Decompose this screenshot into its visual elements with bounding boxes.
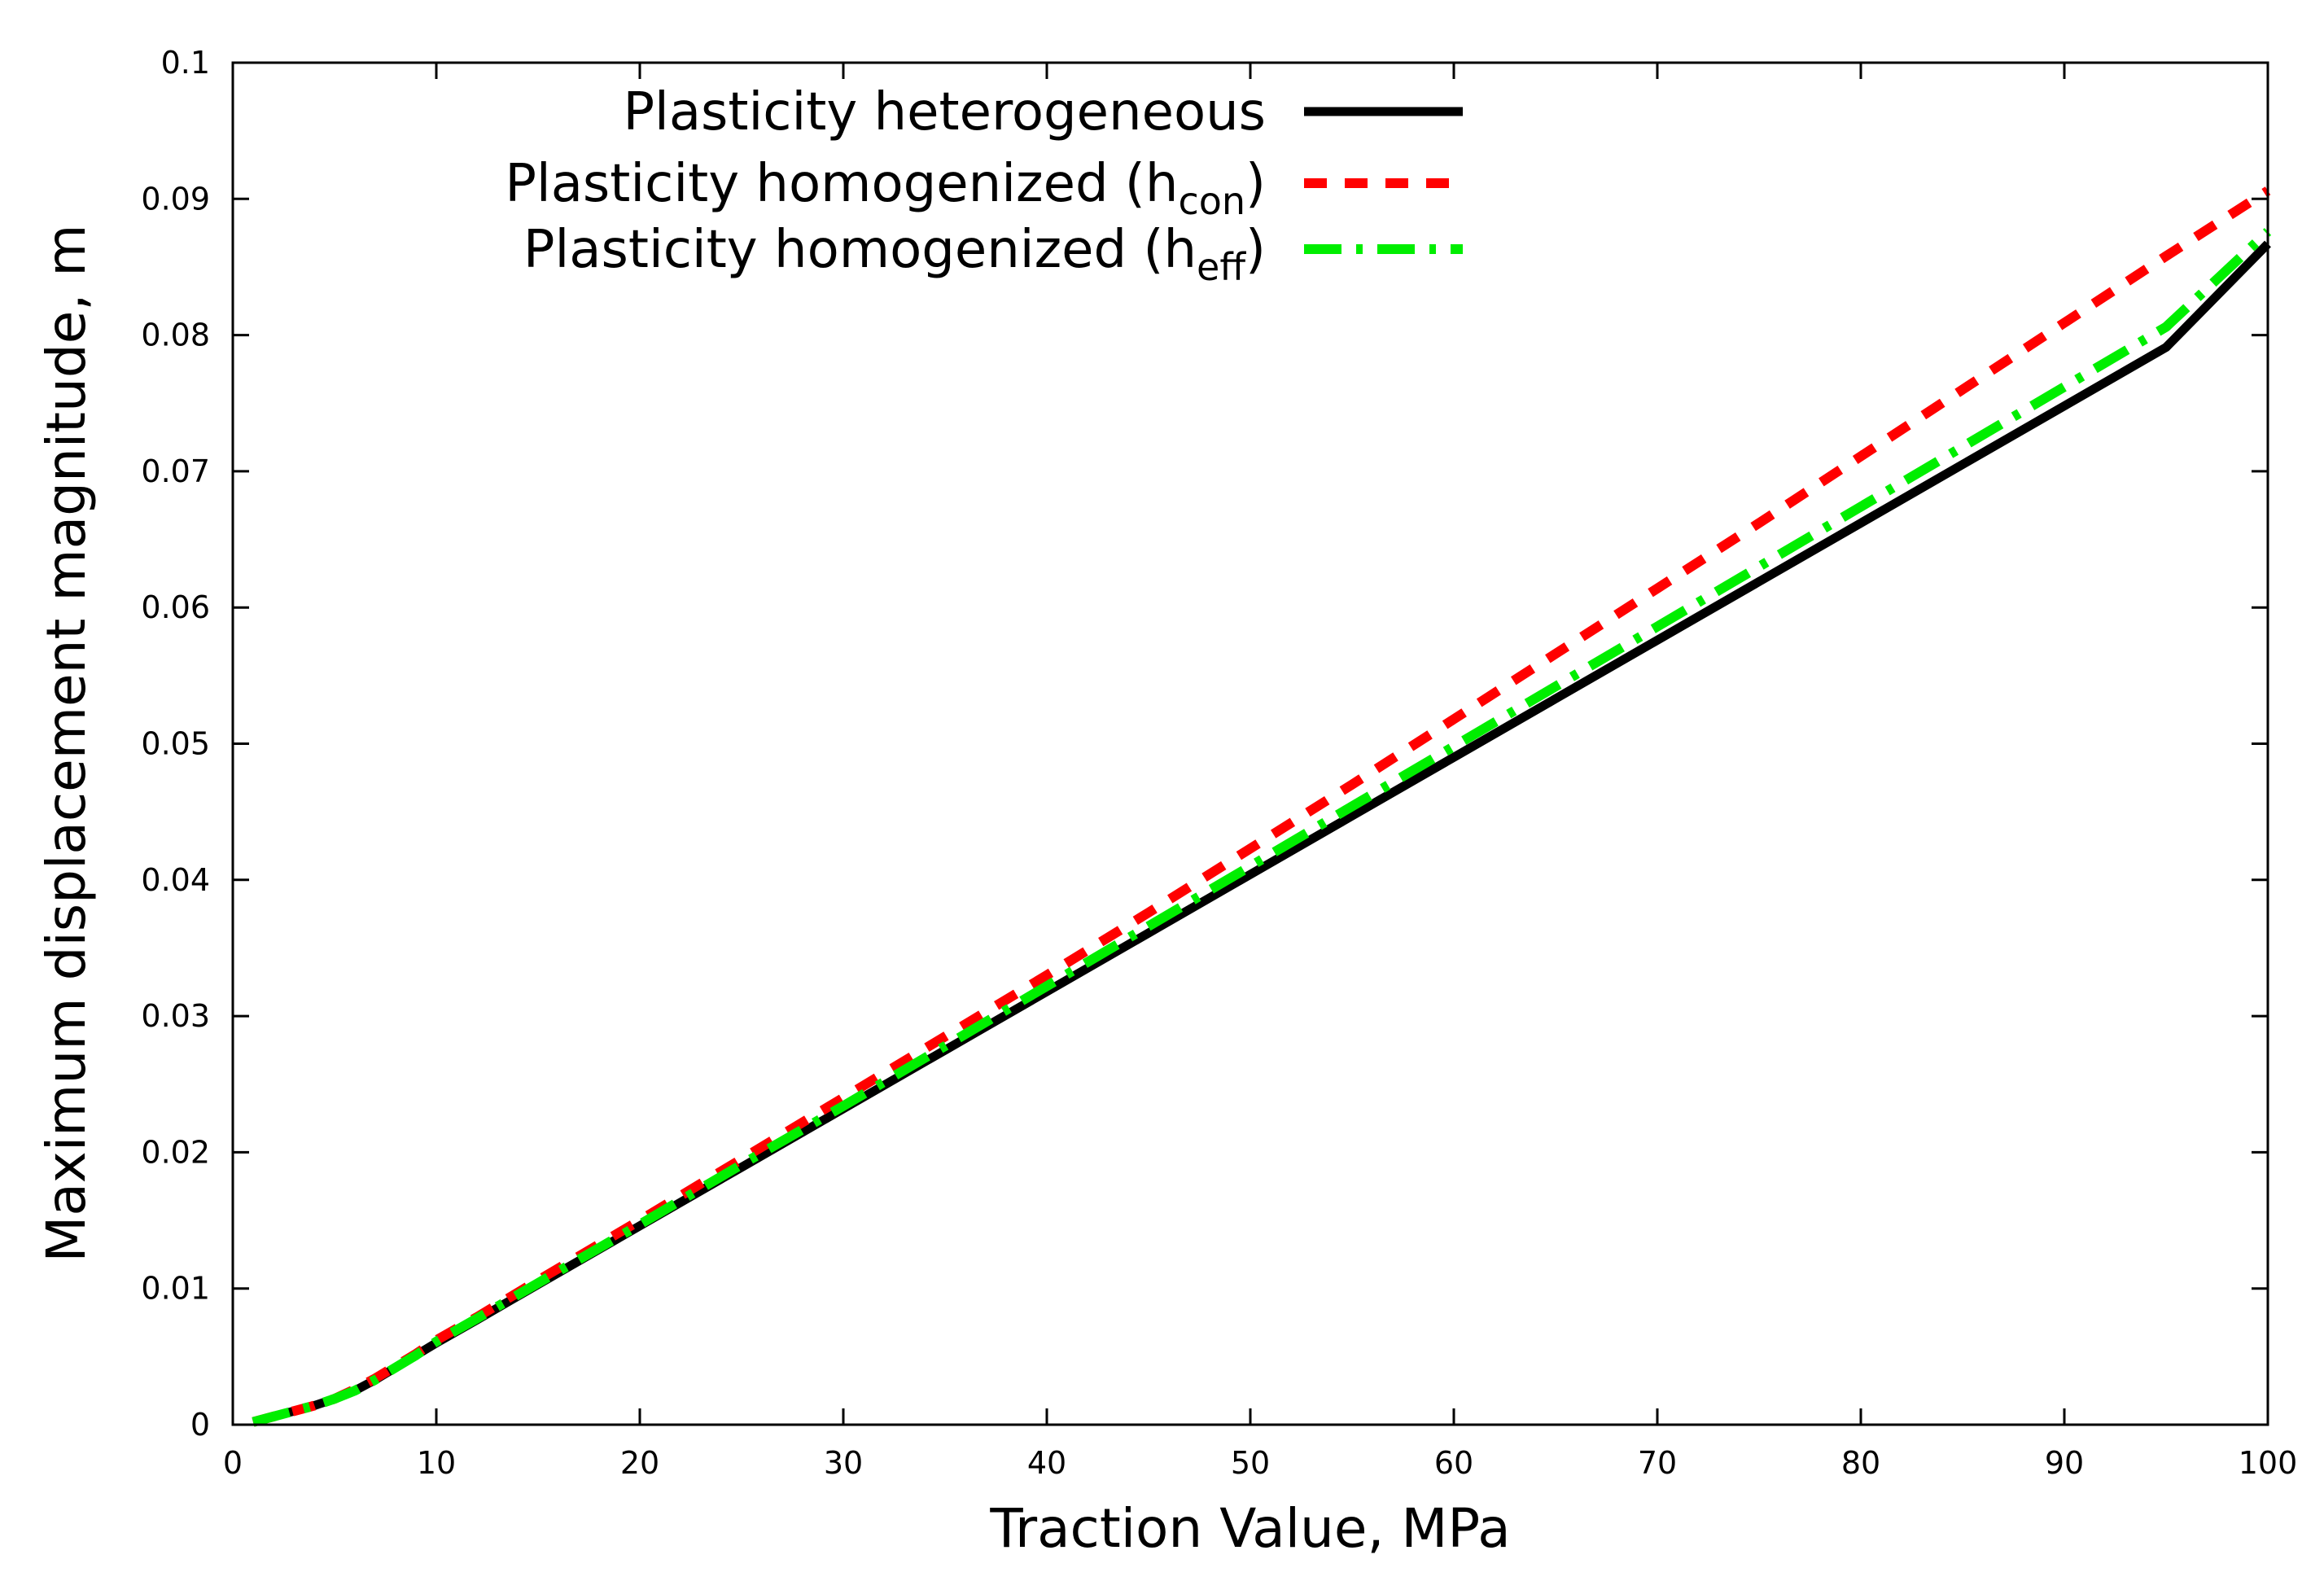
y-tick-label: 0.09 — [141, 181, 210, 217]
legend-label-main: Plasticity homogenized (h — [523, 220, 1197, 280]
y-tick-label: 0 — [190, 1407, 210, 1443]
legend-label-subscript: con — [1178, 179, 1245, 223]
x-tick-label: 0 — [223, 1445, 243, 1481]
y-tick-label: 0.1 — [161, 45, 210, 81]
legend-label-2: Plasticity homogenized (hcon) — [505, 154, 1266, 223]
x-axis-title: Traction Value, MPa — [989, 1497, 1510, 1560]
ticks-layer: 0 10 20 30 40 50 60 70 80 90 100 0 0.01 0.02 0.03 0.04 0… — [141, 45, 2297, 1481]
y-tick-label: 0.02 — [141, 1134, 210, 1170]
legend-label-main: Plasticity heterogeneous — [623, 82, 1266, 142]
x-tick-label: 60 — [1434, 1445, 1473, 1481]
y-axis-title: Maximum displacement magnitude, m — [35, 224, 98, 1262]
legend-label-main: Plasticity homogenized (h — [505, 154, 1178, 214]
series-layer — [252, 186, 2272, 1427]
legend-label-suffix: ) — [1245, 220, 1266, 280]
legend-label-1: Plasticity heterogeneous — [623, 82, 1266, 142]
y-tick-label: 0.07 — [141, 453, 210, 489]
x-tick-label: 10 — [417, 1445, 456, 1481]
y-tick-label: 0.06 — [141, 589, 210, 625]
y-tick-label: 0.04 — [141, 862, 210, 898]
legend-label-suffix: ) — [1245, 154, 1266, 214]
legend-label-subscript: eff — [1197, 245, 1246, 289]
x-tick-label: 100 — [2239, 1445, 2298, 1481]
x-tick-label: 50 — [1231, 1445, 1270, 1481]
x-tick-label: 80 — [1841, 1445, 1880, 1481]
x-tick-label: 30 — [824, 1445, 863, 1481]
x-tick-label: 70 — [1638, 1445, 1677, 1481]
series-line-3 — [252, 228, 2272, 1427]
y-tick-label: 0.01 — [141, 1271, 210, 1307]
x-tick-label: 20 — [620, 1445, 659, 1481]
legend-label-3: Plasticity homogenized (heff) — [523, 220, 1266, 289]
y-tick-label: 0.03 — [141, 998, 210, 1034]
x-tick-label: 90 — [2045, 1445, 2084, 1481]
y-tick-label: 0.05 — [141, 726, 210, 762]
y-tick-label: 0.08 — [141, 318, 210, 353]
x-tick-label: 40 — [1027, 1445, 1066, 1481]
legend: Plasticity heterogeneous Plasticity homog… — [505, 82, 1463, 289]
